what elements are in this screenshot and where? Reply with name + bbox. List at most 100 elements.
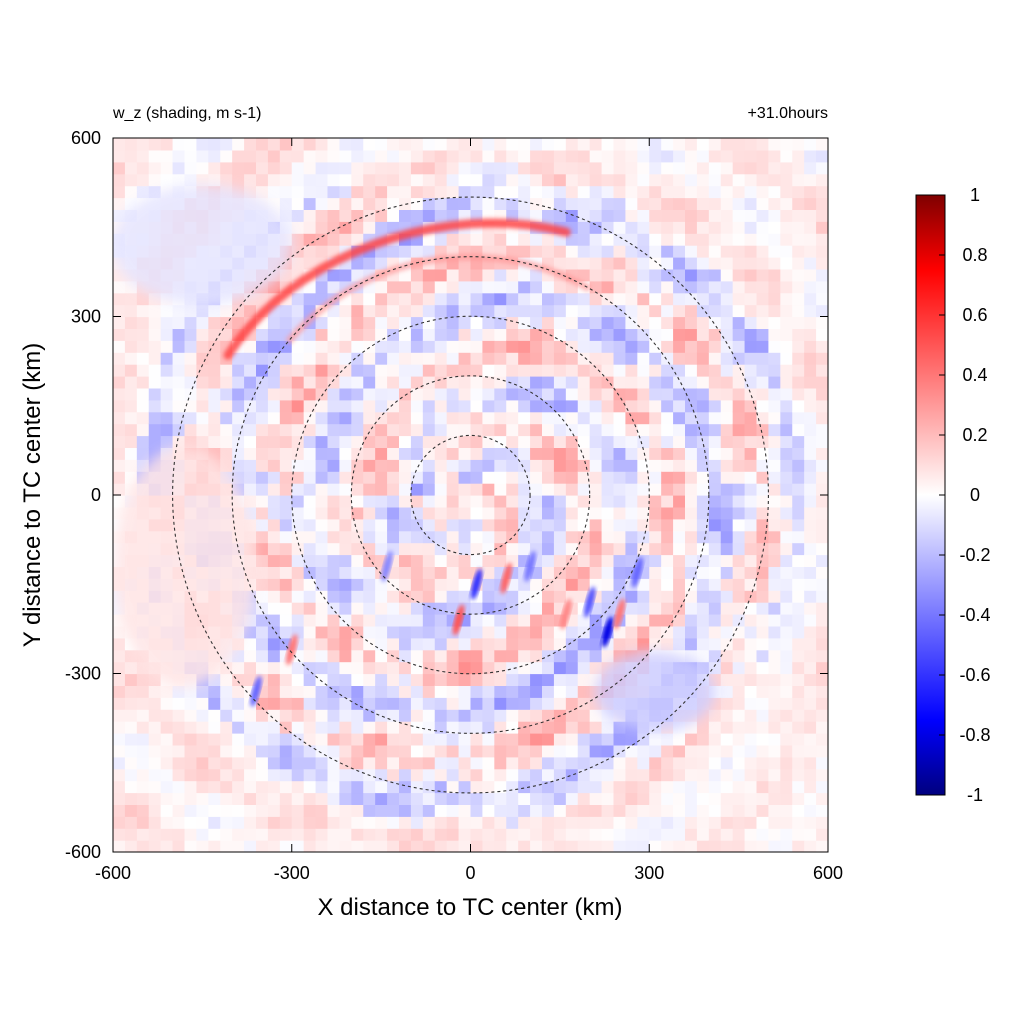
- heatmap-cell: [720, 744, 734, 758]
- heatmap-cell: [696, 744, 710, 758]
- heatmap-cell: [375, 768, 388, 782]
- heatmap-cell: [446, 554, 460, 567]
- heatmap-cell: [637, 542, 650, 556]
- heatmap-cell: [422, 542, 436, 556]
- heatmap-cell: [113, 828, 126, 841]
- heatmap-cell: [661, 376, 674, 389]
- heatmap-cell: [577, 661, 591, 675]
- heatmap-cell: [720, 768, 734, 782]
- heatmap-cell: [410, 637, 424, 651]
- heatmap-cell: [410, 411, 424, 425]
- heatmap-cell: [410, 364, 424, 377]
- heatmap-cell: [339, 459, 352, 472]
- heatmap-cell: [160, 709, 174, 722]
- heatmap-cell: [625, 840, 638, 852]
- heatmap-cell: [720, 578, 734, 591]
- heatmap-cell: [542, 566, 555, 579]
- heatmap-cell: [399, 709, 412, 722]
- heatmap-cell: [804, 721, 817, 734]
- heatmap-cell: [494, 352, 507, 365]
- heatmap-cell: [506, 411, 519, 425]
- heatmap-cell: [518, 161, 531, 175]
- heatmap-cell: [113, 197, 126, 210]
- heatmap-cell: [494, 292, 507, 306]
- heatmap-cell: [196, 840, 209, 852]
- heatmap-cell: [315, 768, 329, 782]
- heatmap-cell: [172, 161, 186, 175]
- heatmap-cell: [756, 614, 770, 627]
- heatmap-cell: [601, 804, 615, 817]
- heatmap-cell: [315, 483, 329, 496]
- heatmap-cell: [470, 530, 484, 544]
- heatmap-cell: [363, 840, 376, 852]
- heatmap-cell: [291, 673, 305, 686]
- heatmap-cell: [124, 733, 138, 746]
- heatmap-cell: [160, 792, 174, 805]
- heatmap-cell: [351, 340, 364, 353]
- heatmap-cell: [387, 387, 400, 401]
- heatmap-cell: [303, 614, 317, 627]
- heatmap-cell: [327, 138, 341, 151]
- heatmap-cell: [708, 840, 722, 852]
- heatmap-cell: [732, 173, 746, 187]
- heatmap-cell: [530, 756, 543, 770]
- heatmap-cell: [208, 138, 221, 151]
- heatmap-cell: [804, 828, 817, 841]
- heatmap-cell: [172, 423, 186, 437]
- heatmap-cell: [303, 542, 317, 556]
- heatmap-cell: [530, 161, 543, 175]
- heatmap-cell: [196, 149, 209, 163]
- heatmap-cell: [613, 138, 627, 151]
- heatmap-cell: [446, 423, 460, 437]
- heatmap-cell: [732, 816, 746, 829]
- heatmap-streak: [452, 604, 465, 636]
- heatmap-cell: [363, 340, 376, 353]
- heatmap-cell: [804, 245, 817, 258]
- heatmap-cell: [553, 399, 567, 413]
- heatmap-cell: [673, 554, 686, 567]
- heatmap-cell: [494, 554, 507, 567]
- heatmap-cell: [434, 614, 448, 627]
- heatmap-cell: [136, 399, 150, 413]
- heatmap-cell: [172, 685, 186, 698]
- heatmap-cell: [744, 768, 758, 782]
- heatmap-cell: [613, 268, 627, 282]
- heatmap-cell: [625, 804, 638, 817]
- heatmap-cell: [244, 840, 257, 852]
- heatmap-cell: [363, 352, 376, 365]
- heatmap-cell: [434, 364, 448, 377]
- heatmap-cell: [124, 685, 138, 698]
- heatmap-cell: [613, 840, 627, 852]
- heatmap-cell: [577, 792, 591, 805]
- heatmap-cell: [637, 138, 650, 151]
- heatmap-cell: [637, 411, 650, 425]
- heatmap-cell: [470, 661, 484, 675]
- heatmap-cell: [363, 828, 376, 841]
- heatmap-cell: [649, 316, 662, 329]
- heatmap-cell: [351, 661, 364, 675]
- heatmap-cell: [458, 506, 472, 520]
- heatmap-cell: [410, 245, 424, 258]
- heatmap-cell: [565, 518, 579, 532]
- heatmap-cell: [351, 221, 364, 234]
- heatmap-cell: [530, 423, 543, 437]
- heatmap-cell: [375, 590, 388, 603]
- heatmap-cell: [196, 804, 209, 817]
- heatmap-cell: [351, 209, 364, 222]
- heatmap-cell: [279, 518, 293, 532]
- colorbar-tick-label: -0.4: [959, 605, 990, 625]
- heatmap-cell: [804, 161, 817, 175]
- heatmap-cell: [303, 364, 317, 377]
- heatmap-cell: [804, 387, 817, 401]
- heatmap-cell: [267, 602, 281, 615]
- heatmap-cell: [220, 780, 233, 794]
- heatmap-cell: [518, 233, 531, 246]
- heatmap-cell: [553, 816, 567, 829]
- heatmap-cell: [434, 185, 448, 199]
- heatmap-cell: [530, 649, 543, 663]
- heatmap-cell: [518, 197, 531, 210]
- heatmap-cell: [339, 649, 352, 663]
- heatmap-cell: [351, 816, 364, 829]
- heatmap-cell: [542, 340, 555, 353]
- heatmap-cell: [637, 173, 650, 187]
